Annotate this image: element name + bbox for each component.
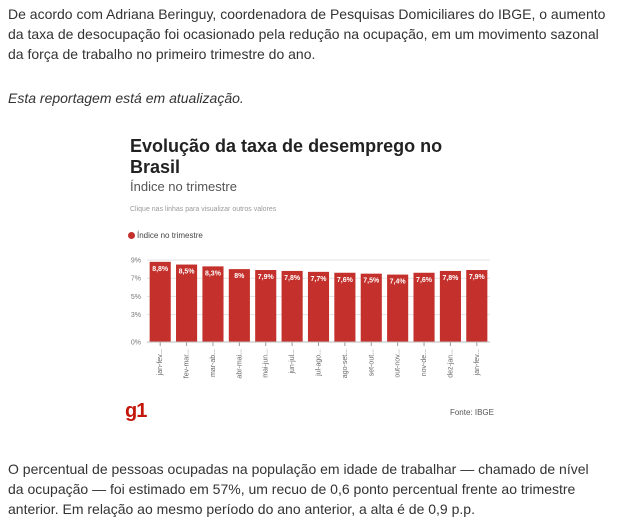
bar[interactable] — [176, 264, 198, 342]
y-tick-label: 9% — [131, 258, 141, 265]
chart-subtitle: Índice no trimestre — [130, 179, 237, 194]
x-tick-label: fev-mar... — [184, 349, 191, 378]
bar-value-label: 7,8% — [442, 275, 459, 282]
chart-title: Evolução da taxa de desemprego no Brasil — [130, 136, 443, 177]
bar[interactable] — [387, 274, 409, 342]
bar[interactable] — [360, 273, 382, 342]
bar-value-label: 7,6% — [337, 277, 354, 284]
y-tick-label: 7% — [131, 276, 141, 283]
x-tick-label: jan-fev... — [157, 349, 164, 376]
x-tick-label: set-out... — [368, 349, 375, 376]
bar[interactable] — [334, 272, 356, 342]
bar[interactable] — [149, 261, 171, 342]
bar-value-label: 8,3% — [205, 270, 222, 277]
g1-logo: g1 — [125, 400, 147, 422]
x-tick-label: out-nov... — [395, 349, 402, 378]
bar-value-label: 7,9% — [469, 274, 486, 281]
x-tick-label: dez-jan... — [447, 349, 454, 378]
legend-label: Índice no trimestre — [137, 230, 203, 240]
bar[interactable] — [413, 272, 435, 342]
legend-dot-icon — [128, 231, 135, 239]
x-tick-label: nov-de... — [421, 349, 428, 376]
bar[interactable] — [307, 271, 330, 342]
x-tick-label: mar-ab... — [210, 349, 217, 377]
bar-value-label: 8% — [234, 273, 245, 280]
bar[interactable] — [202, 266, 224, 342]
bar-value-label: 7,8% — [284, 275, 301, 282]
bar-value-label: 7,9% — [258, 274, 275, 281]
x-tick-label: ago-set... — [342, 349, 349, 378]
article-paragraph: De acordo com Adriana Beringuy, coordena… — [8, 6, 606, 62]
chart-card: Evolução da taxa de desemprego no Brasil… — [120, 128, 498, 428]
bar-value-label: 7,4% — [390, 279, 407, 286]
bar[interactable] — [281, 270, 303, 342]
bar-value-label: 8,8% — [152, 266, 169, 273]
x-tick-label: jan-fev... — [474, 349, 481, 376]
bar-chart: 0% 3% 5% 7% 9% 8,8% jan-fev... 8,5% fev-mar... 8,… — [131, 258, 490, 379]
bar[interactable] — [439, 270, 461, 342]
bar[interactable] — [255, 270, 277, 342]
bar-value-label: 7,7% — [311, 276, 328, 283]
x-tick-label: abr-mai... — [236, 349, 243, 379]
x-tick-label: jun-jul... — [289, 349, 296, 375]
bar[interactable] — [466, 270, 488, 342]
x-tick-label: jul-ago... — [316, 349, 323, 377]
chart-hint: Clique nas linhas para visualizar outros… — [130, 206, 277, 213]
bar-value-label: 7,6% — [416, 277, 433, 284]
y-tick-label: 3% — [131, 312, 141, 319]
bar-value-label: 8,5% — [179, 269, 196, 276]
bar-value-label: 7,5% — [363, 278, 380, 285]
chart-legend[interactable]: Índice no trimestre — [128, 229, 203, 241]
bar[interactable] — [228, 269, 250, 342]
y-tick-label: 5% — [131, 294, 141, 301]
y-tick-label: 0% — [131, 340, 141, 347]
article-paragraph: O percentual de pessoas ocupadas na popu… — [8, 461, 589, 517]
x-tick-label: mai-jun... — [263, 349, 270, 378]
chart-source: Fonte: IBGE — [449, 408, 494, 417]
update-note: Esta reportagem está em atualização. — [8, 90, 244, 106]
